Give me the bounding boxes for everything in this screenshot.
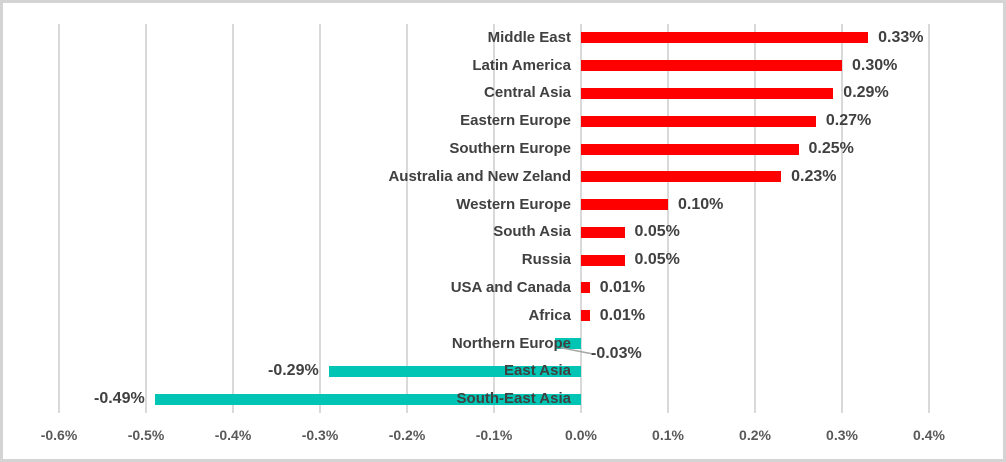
x-tick-label: -0.2% <box>388 427 426 443</box>
value-label: 0.05% <box>634 223 680 241</box>
bar <box>154 393 581 405</box>
bar <box>581 60 842 72</box>
bar <box>581 254 625 266</box>
bar <box>581 199 668 211</box>
category-label: Eastern Europe <box>460 112 571 130</box>
bar <box>581 87 834 99</box>
bar <box>581 226 625 238</box>
x-tick-label: -0.1% <box>475 427 513 443</box>
category-label: South-East Asia <box>456 390 571 408</box>
value-label: -0.49% <box>94 390 145 408</box>
gridline <box>406 24 408 413</box>
value-label: 0.25% <box>808 140 854 158</box>
value-label: 0.10% <box>678 195 724 213</box>
bar <box>581 282 590 294</box>
x-tick-label: -0.4% <box>214 427 252 443</box>
gridline <box>841 24 843 413</box>
category-label: Latin America <box>472 56 571 74</box>
category-label: USA and Canada <box>450 278 571 296</box>
bar <box>328 365 581 377</box>
bar <box>581 310 590 322</box>
x-tick-label: 0.3% <box>826 427 858 443</box>
value-label: -0.29% <box>268 362 319 380</box>
x-tick-label: 0.4% <box>913 427 945 443</box>
value-label: 0.27% <box>825 112 872 130</box>
x-tick-label: -0.5% <box>127 427 165 443</box>
x-tick-label: -0.3% <box>301 427 339 443</box>
gridline <box>667 24 669 413</box>
gridline <box>754 24 756 413</box>
category-label: Russia <box>521 251 571 269</box>
gridline <box>580 24 582 413</box>
value-label: 0.01% <box>599 278 646 296</box>
gridline <box>58 24 60 413</box>
value-label: 0.23% <box>791 167 837 185</box>
category-label: East Asia <box>504 362 571 380</box>
x-tick-label: -0.6% <box>40 427 78 443</box>
value-label: 0.29% <box>843 84 889 102</box>
category-label: Southern Europe <box>449 140 571 158</box>
category-label: Africa <box>528 306 571 324</box>
value-label: 0.05% <box>634 251 680 269</box>
x-tick-label: 0.0% <box>565 427 597 443</box>
gridline <box>319 24 321 413</box>
category-label: South Asia <box>493 223 571 241</box>
bar <box>581 115 816 127</box>
gridline <box>145 24 147 413</box>
gridline <box>493 24 495 413</box>
value-label: 0.30% <box>852 56 898 74</box>
value-label: 0.01% <box>599 306 646 324</box>
x-tick-label: 0.1% <box>652 427 684 443</box>
gridline <box>232 24 234 413</box>
category-label: Middle East <box>487 28 571 46</box>
category-label: Western Europe <box>456 195 571 213</box>
gridline <box>928 24 930 413</box>
bar <box>581 171 782 183</box>
category-label: Central Asia <box>484 84 571 102</box>
bar <box>581 32 869 44</box>
bar <box>581 143 799 155</box>
bar <box>554 338 581 350</box>
x-tick-label: 0.2% <box>739 427 771 443</box>
category-label: Australia and New Zeland <box>388 167 571 185</box>
value-label: -0.03% <box>591 344 642 362</box>
value-label: 0.33% <box>878 28 924 46</box>
category-label: Northern Europe <box>451 334 571 352</box>
leader-line <box>556 345 594 355</box>
